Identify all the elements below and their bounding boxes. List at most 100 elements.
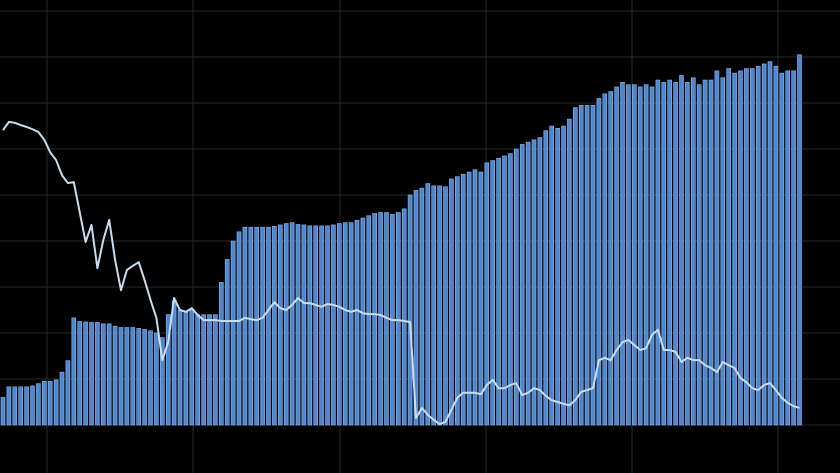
bar <box>236 231 242 426</box>
bar <box>295 224 301 426</box>
bar <box>620 82 625 426</box>
bar <box>360 217 366 426</box>
bar <box>219 282 224 426</box>
bar <box>549 125 555 426</box>
bar <box>797 54 802 426</box>
bar <box>702 79 708 426</box>
bar <box>401 208 407 426</box>
bar <box>685 82 690 426</box>
bar <box>348 222 354 426</box>
bar <box>502 155 507 426</box>
bar <box>785 70 791 426</box>
bar <box>195 314 200 426</box>
bar <box>189 309 195 426</box>
bar <box>124 327 130 426</box>
bar <box>213 314 218 426</box>
bar <box>171 300 177 426</box>
bar <box>449 178 454 426</box>
bar <box>342 222 348 426</box>
bar <box>136 328 141 426</box>
bar <box>336 223 342 426</box>
bar <box>555 128 560 426</box>
bar <box>673 82 678 426</box>
bar <box>95 322 100 426</box>
bar <box>0 397 6 426</box>
bar <box>655 79 661 426</box>
bar <box>596 98 602 426</box>
bar <box>472 169 478 426</box>
bar <box>431 185 437 426</box>
bar <box>726 68 732 426</box>
bar <box>443 186 448 426</box>
bar <box>142 329 147 426</box>
bar <box>531 139 537 426</box>
bar <box>755 65 761 426</box>
bar <box>12 386 18 426</box>
bar <box>277 224 283 426</box>
bar <box>366 215 372 426</box>
bar <box>437 185 442 426</box>
bar <box>148 330 153 426</box>
bar <box>266 226 271 426</box>
bar <box>773 65 779 426</box>
bar <box>331 224 336 426</box>
bar <box>525 141 531 426</box>
bar <box>183 312 189 426</box>
bar <box>53 379 59 426</box>
bar <box>307 225 313 426</box>
bar <box>578 105 584 426</box>
bar <box>478 171 484 426</box>
bar <box>207 314 212 426</box>
bar <box>661 82 667 426</box>
bar <box>643 84 649 426</box>
bar <box>460 174 466 426</box>
bar <box>24 386 29 426</box>
bar <box>738 70 743 426</box>
bar <box>230 240 236 426</box>
bar <box>690 77 696 426</box>
bar <box>106 323 112 426</box>
bar <box>118 327 124 426</box>
bar <box>313 225 319 426</box>
bar <box>696 84 702 426</box>
bar <box>791 70 796 426</box>
line <box>2 120 800 426</box>
bar <box>395 212 401 426</box>
bar <box>165 314 171 426</box>
bar <box>543 130 549 426</box>
bar <box>30 385 35 426</box>
bar <box>47 381 53 426</box>
bar <box>608 91 614 426</box>
bar <box>41 381 47 426</box>
bar <box>602 93 608 426</box>
bar <box>112 325 118 426</box>
bar <box>649 86 655 426</box>
bar <box>36 383 41 426</box>
bar <box>626 84 631 426</box>
bar <box>631 84 637 426</box>
bar <box>513 148 519 426</box>
bar <box>761 63 767 426</box>
bar <box>749 68 755 426</box>
bar <box>248 226 254 426</box>
bar <box>454 176 460 426</box>
bar <box>354 220 360 426</box>
bar <box>242 226 248 426</box>
bar <box>325 225 330 426</box>
bar <box>779 72 785 426</box>
bar <box>407 194 413 426</box>
bar <box>130 327 136 426</box>
bar <box>289 222 295 426</box>
bar <box>614 86 619 426</box>
bar <box>77 321 82 426</box>
bar <box>425 183 431 426</box>
bar <box>71 317 77 426</box>
bar <box>224 259 230 426</box>
bar <box>413 190 419 426</box>
bar <box>378 212 383 426</box>
bar <box>490 160 496 426</box>
bar <box>667 79 673 426</box>
bar <box>65 360 71 426</box>
bar <box>714 70 720 426</box>
